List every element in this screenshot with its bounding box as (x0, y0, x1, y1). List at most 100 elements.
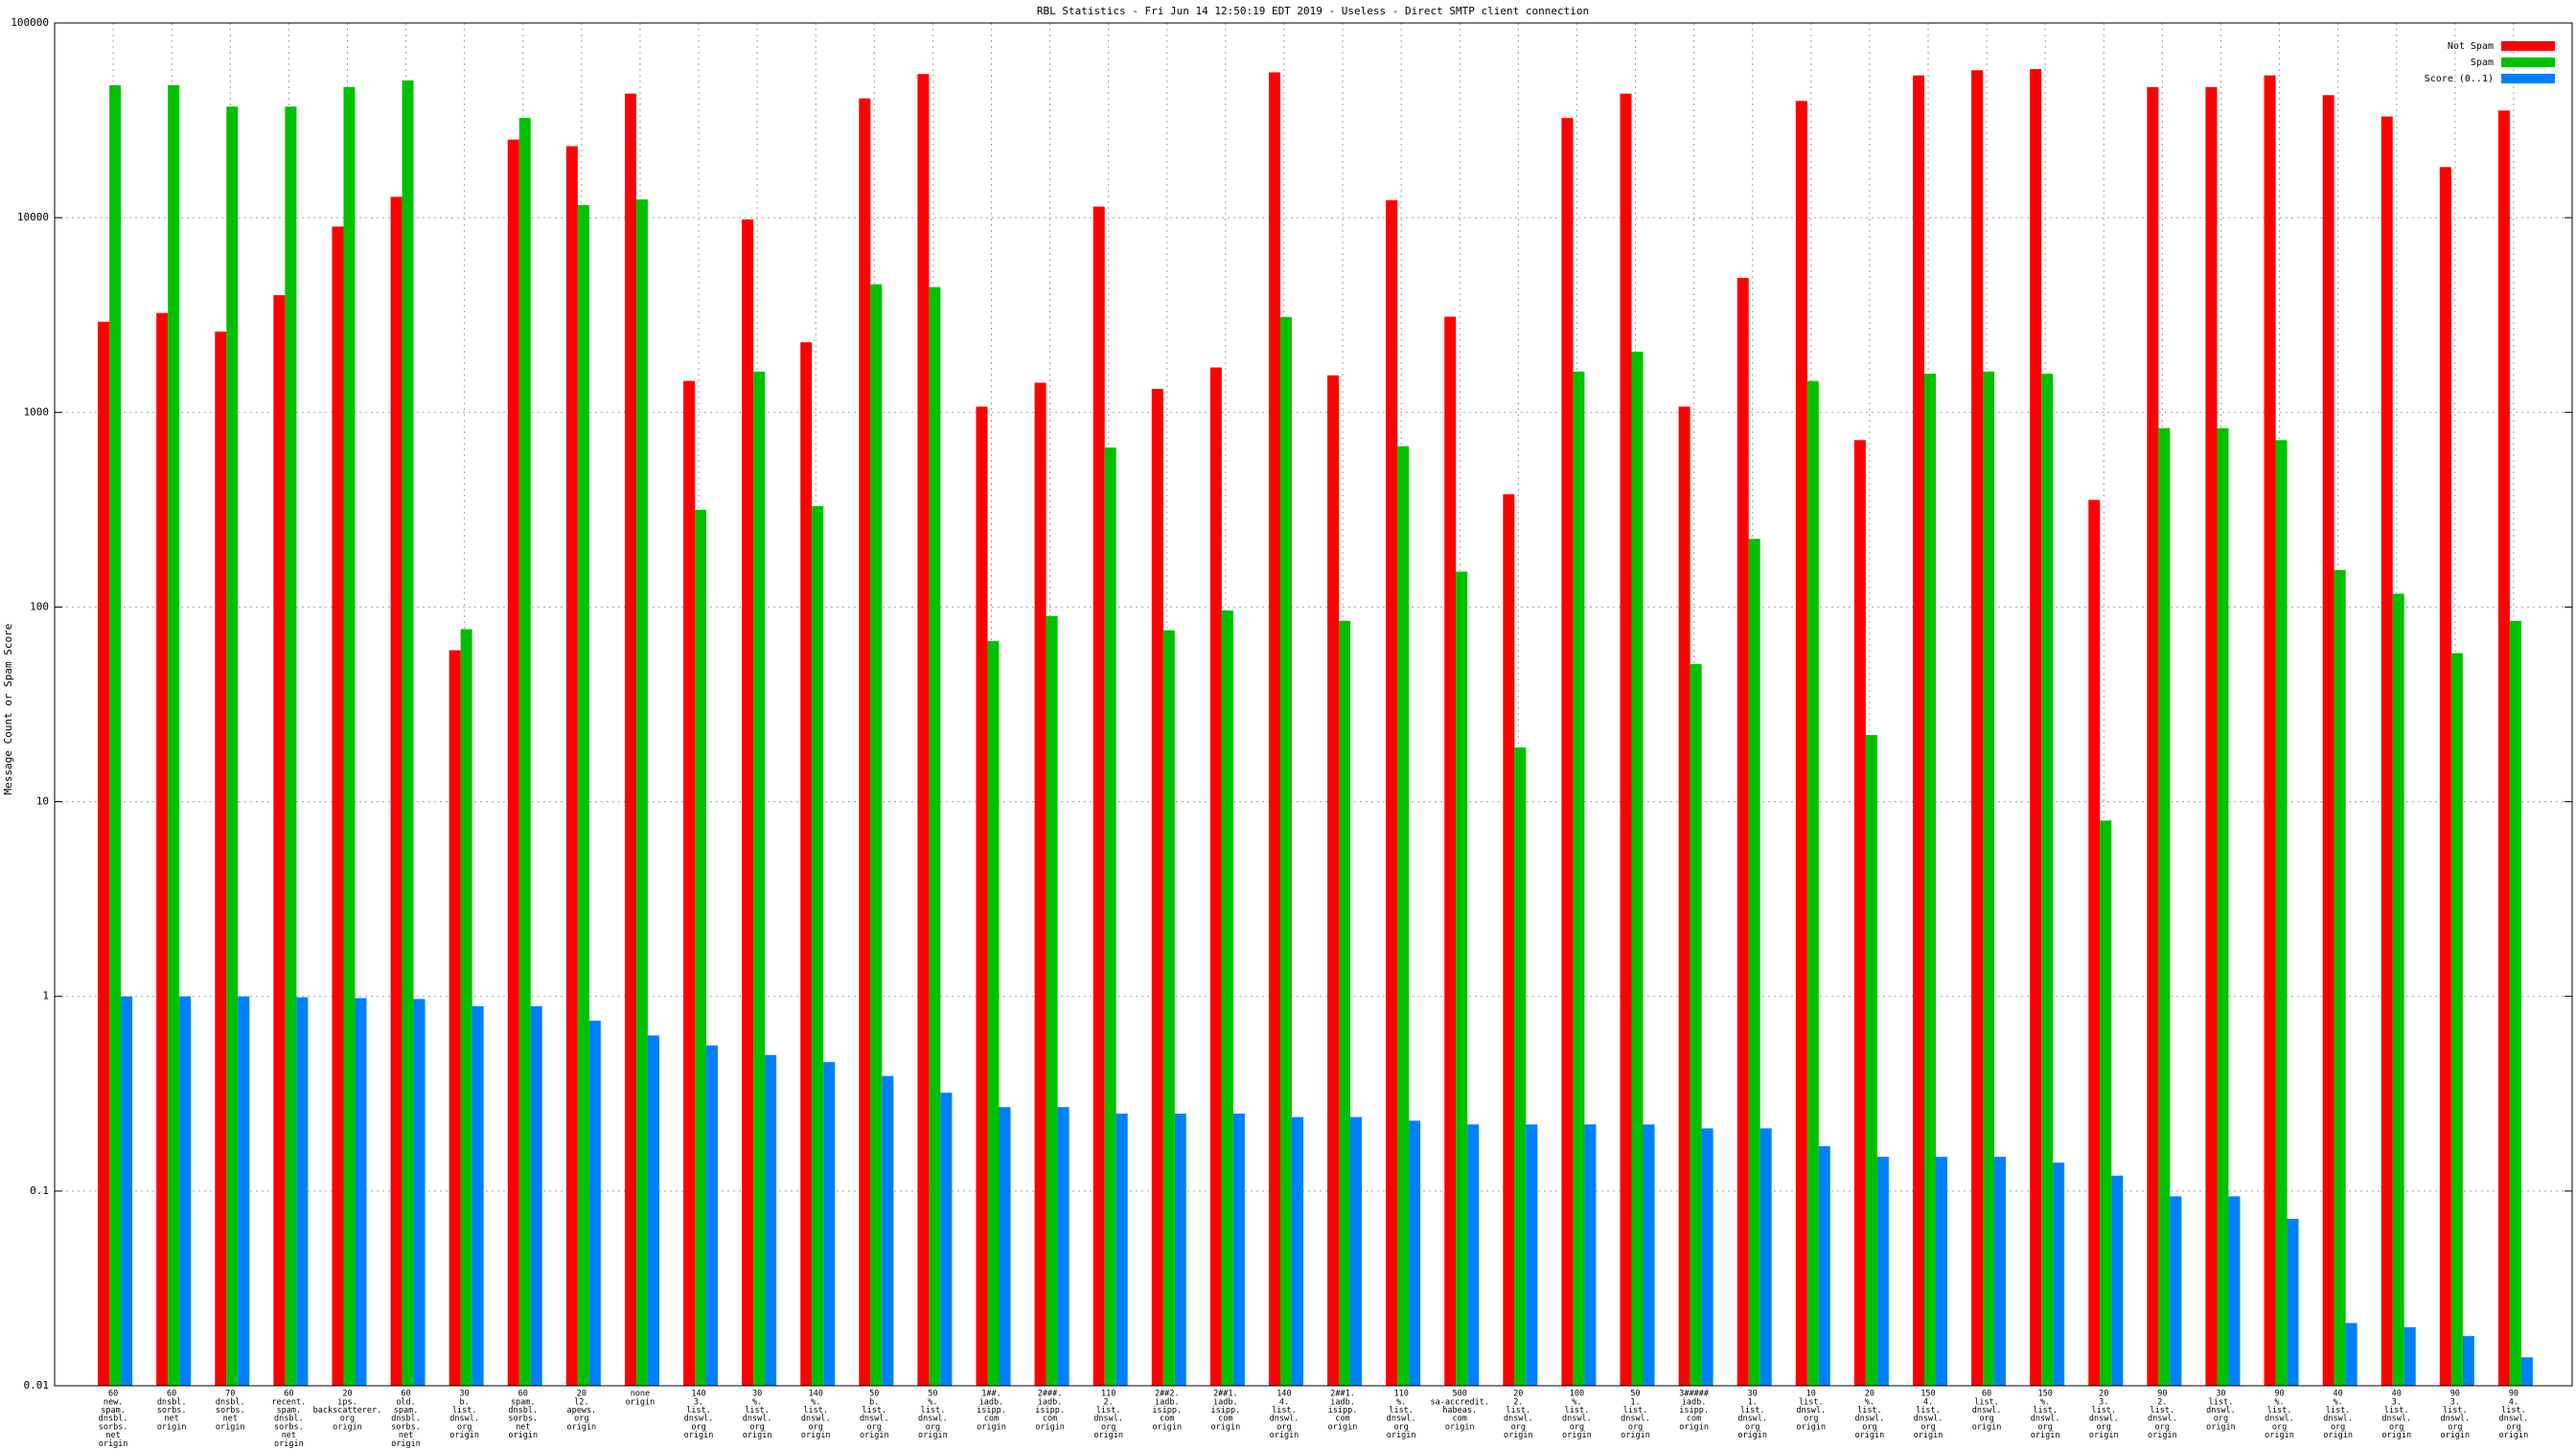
x-tick-label: origin (918, 1431, 948, 1440)
x-tick-label: org (809, 1422, 823, 1432)
x-tick-label: 20 (1865, 1390, 1874, 1399)
x-tick-label: 90 (2157, 1390, 2167, 1399)
x-tick-label: 1. (1630, 1397, 1640, 1407)
x-tick-label: list. (1506, 1406, 1531, 1415)
x-tick-label: dnswl. (2265, 1414, 2294, 1424)
x-tick-label: com (1218, 1414, 1232, 1424)
bar (2520, 1357, 2533, 1386)
bar (1748, 539, 1760, 1386)
x-tick-label: 50 (928, 1390, 937, 1399)
x-tick-label: sorbs. (274, 1422, 304, 1432)
x-tick-label: 150 (1920, 1390, 1935, 1399)
bar (1678, 406, 1690, 1386)
bar (1467, 1124, 1480, 1386)
bar (1865, 735, 1877, 1386)
x-tick-label: 20 (342, 1390, 352, 1399)
x-tick-label: %. (752, 1397, 762, 1407)
x-tick-label: org (2272, 1422, 2287, 1432)
x-tick-label: dnswl. (2031, 1414, 2060, 1424)
x-tick-label: apews. (566, 1406, 596, 1415)
bar (1876, 1157, 1889, 1386)
y-tick-label: 0.1 (30, 1184, 49, 1197)
x-tick-label: origin (1152, 1422, 1182, 1432)
legend-label: Not Spam (2448, 41, 2494, 52)
x-tick-label: org (457, 1422, 472, 1432)
bar (2439, 167, 2451, 1386)
x-tick-label: origin (743, 1431, 772, 1440)
x-tick-label: sorbs. (157, 1406, 187, 1415)
x-tick-label: %. (1396, 1397, 1406, 1407)
bar (518, 118, 531, 1386)
x-tick-label: list. (1623, 1406, 1648, 1415)
x-tick-label: %. (811, 1397, 820, 1407)
bar (1736, 278, 1749, 1387)
x-tick-label: 30 (460, 1390, 470, 1399)
x-tick-label: list. (1916, 1406, 1941, 1415)
x-tick-label: 2. (2157, 1397, 2167, 1407)
x-tick-label: list. (2443, 1406, 2468, 1415)
x-tick-label: origin (801, 1431, 831, 1440)
x-tick-label: 20 (2099, 1390, 2108, 1399)
x-tick-label: list. (686, 1406, 711, 1415)
x-tick-label: origin (2089, 1431, 2119, 1440)
bar (413, 999, 426, 1386)
x-tick-label: origin (157, 1422, 187, 1432)
bar (929, 287, 941, 1387)
x-tick-label: %. (1865, 1397, 1874, 1407)
bar (2041, 373, 2054, 1386)
legend-swatch (2501, 41, 2555, 51)
x-tick-label: origin (449, 1431, 479, 1440)
x-tick-label: dnswl. (2381, 1414, 2411, 1424)
x-tick-label: list. (2267, 1406, 2292, 1415)
x-tick-label: dnswl. (1796, 1406, 1826, 1415)
x-tick-label: spam. (394, 1406, 419, 1415)
x-tick-label: origin (1504, 1431, 1533, 1440)
bar (1046, 615, 1058, 1386)
bar (1806, 380, 1819, 1387)
x-tick-label: dnswl. (2499, 1414, 2529, 1424)
x-tick-label: iadb. (1682, 1397, 1707, 1407)
bar (1034, 382, 1046, 1387)
x-tick-label: dnswl. (1972, 1406, 2002, 1415)
x-tick-label: origin (2440, 1431, 2470, 1440)
x-tick-label: dnswl. (684, 1414, 714, 1424)
x-tick-label: 3. (694, 1397, 703, 1407)
bar (98, 321, 110, 1386)
x-tick-label: org (1628, 1422, 1643, 1432)
bar (1912, 75, 1924, 1386)
x-tick-label: origin (1855, 1431, 1885, 1440)
bar (2334, 569, 2346, 1386)
bar (2287, 1218, 2299, 1386)
x-tick-label: iadb. (1038, 1397, 1063, 1407)
bar (1104, 447, 1116, 1386)
x-tick-label: org (1570, 1422, 1584, 1432)
bar (109, 84, 122, 1387)
x-tick-label: dnsbl. (157, 1397, 187, 1407)
x-tick-label: 60 (108, 1390, 118, 1399)
x-tick-label: origin (1972, 1422, 2002, 1432)
x-tick-label: spam. (277, 1406, 302, 1415)
bar (121, 996, 133, 1386)
bar (1057, 1107, 1070, 1386)
bar (1209, 367, 1222, 1386)
bar (238, 996, 250, 1386)
x-tick-label: org (1101, 1422, 1116, 1432)
bar (1795, 101, 1807, 1387)
bar (765, 1054, 777, 1386)
bar (1327, 375, 1340, 1386)
x-tick-label: 2##1. (1213, 1390, 1238, 1399)
x-tick-label: dnswl. (1504, 1414, 1533, 1424)
x-tick-label: 30 (752, 1390, 762, 1399)
bar (1584, 1124, 1597, 1386)
bar (647, 1035, 659, 1386)
x-tick-label: 100 (1570, 1390, 1584, 1399)
x-tick-label: b. (460, 1397, 470, 1407)
bar (2404, 1326, 2416, 1386)
x-tick-label: origin (2206, 1422, 2236, 1432)
bar (168, 84, 180, 1387)
x-tick-label: list. (1799, 1397, 1824, 1407)
bar (460, 629, 472, 1386)
x-tick-label: dnsbl. (216, 1397, 245, 1407)
x-tick-label: org (1920, 1422, 1935, 1432)
x-tick-label: iadb. (1155, 1397, 1180, 1407)
